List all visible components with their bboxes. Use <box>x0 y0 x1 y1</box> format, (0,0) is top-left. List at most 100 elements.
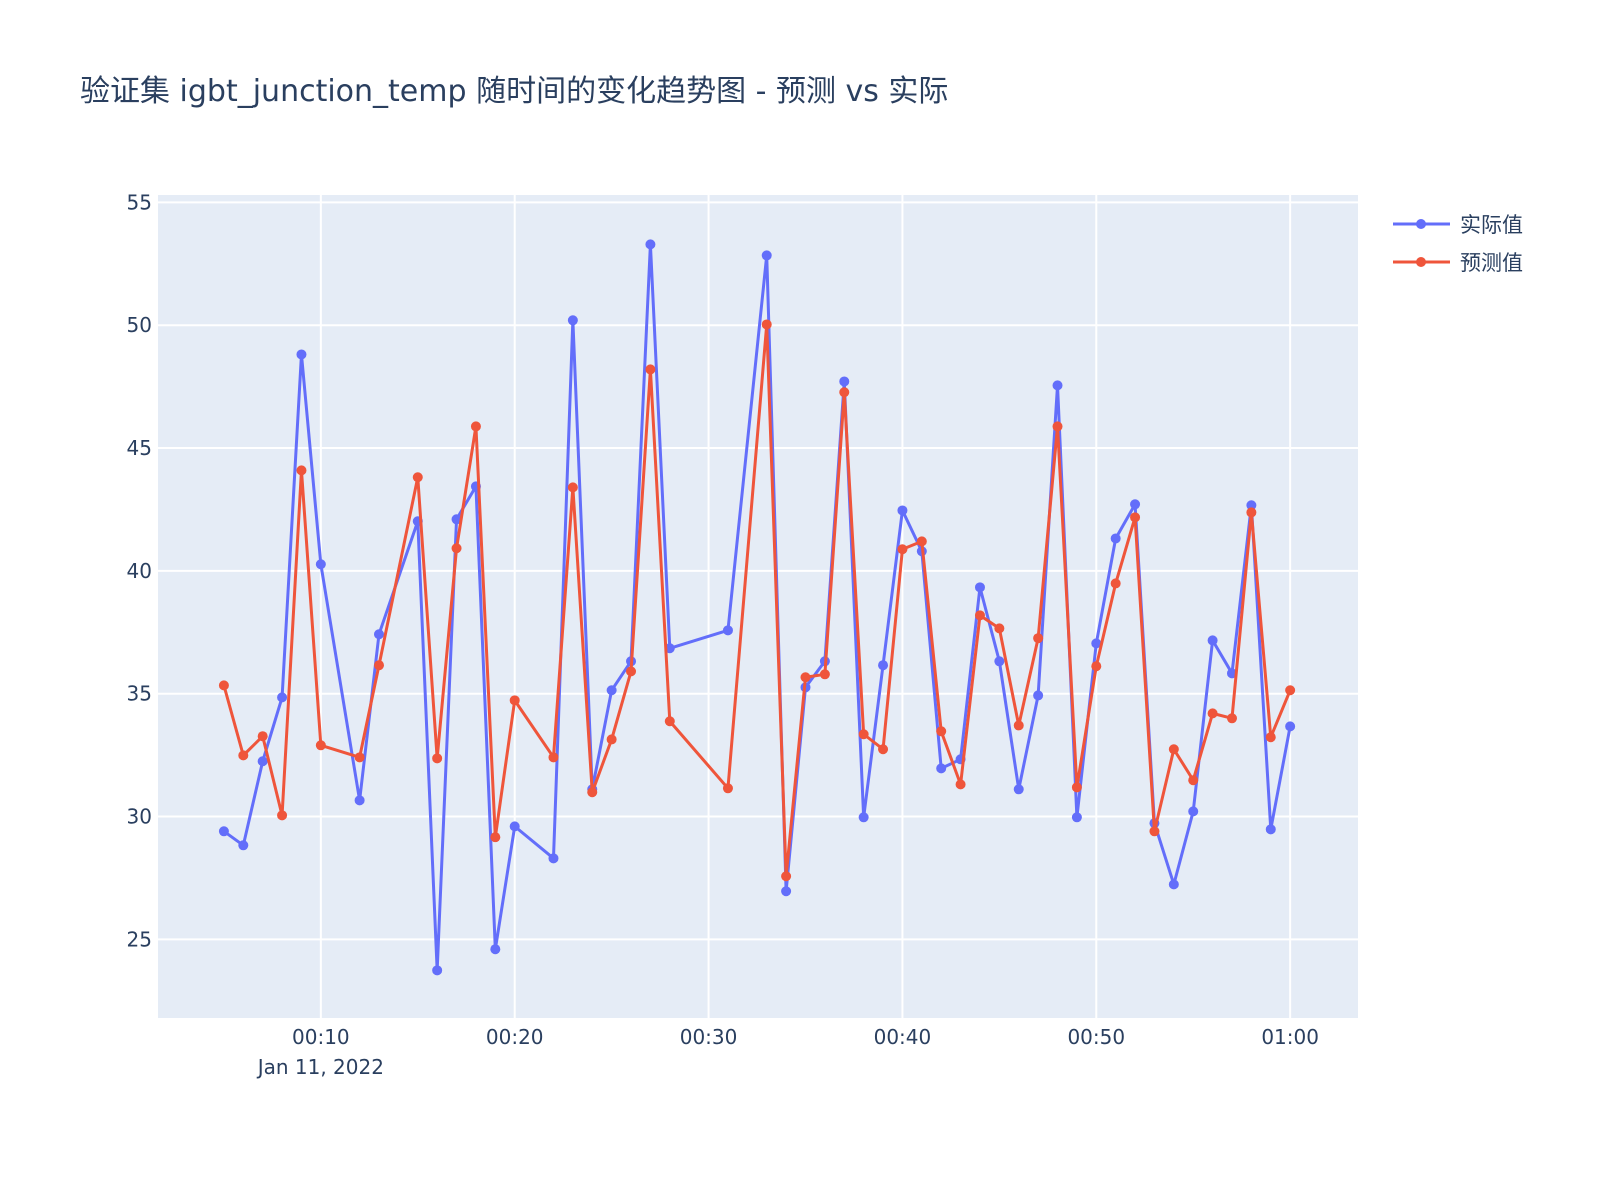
plot-area <box>158 195 1358 1018</box>
data-point <box>1013 720 1024 731</box>
data-point <box>509 821 520 832</box>
data-point <box>277 810 288 821</box>
data-point <box>897 544 908 555</box>
data-point <box>587 787 598 798</box>
data-point <box>1091 661 1102 672</box>
data-point <box>296 465 307 476</box>
data-point <box>257 731 268 742</box>
data-point <box>916 536 927 547</box>
data-point <box>354 752 365 763</box>
data-point <box>1071 812 1082 823</box>
data-point <box>974 610 985 621</box>
chart-title: 验证集 igbt_junction_temp 随时间的变化趋势图 - 预测 vs… <box>80 74 949 109</box>
data-point <box>645 239 656 250</box>
data-point <box>1033 690 1044 701</box>
y-tick-label: 45 <box>127 436 152 460</box>
data-point <box>974 582 985 593</box>
data-point <box>1207 708 1218 719</box>
data-point <box>781 886 792 897</box>
data-point <box>1188 775 1199 786</box>
data-point <box>1265 732 1276 743</box>
x-tick-label: 00:10 <box>292 1025 350 1049</box>
data-point <box>257 756 268 767</box>
x-tick-label: 00:40 <box>874 1025 932 1049</box>
data-point <box>994 656 1005 667</box>
data-point <box>839 376 850 387</box>
data-point <box>374 660 385 671</box>
legend-label: 实际值 <box>1460 213 1523 237</box>
data-point <box>315 559 326 570</box>
x-tick-label: 01:00 <box>1261 1025 1319 1049</box>
data-point <box>277 692 288 703</box>
data-point <box>218 680 229 691</box>
data-point <box>354 795 365 806</box>
x-tick-label: 00:50 <box>1067 1025 1125 1049</box>
data-point <box>1285 721 1296 732</box>
data-point <box>897 505 908 516</box>
data-point <box>567 482 578 493</box>
legend-item: 实际值 <box>1393 213 1523 237</box>
y-tick-label: 30 <box>127 805 152 829</box>
data-point <box>1091 638 1102 649</box>
data-point <box>509 695 520 706</box>
data-point <box>451 543 462 554</box>
legend-label: 预测值 <box>1460 251 1523 275</box>
data-point <box>315 740 326 751</box>
data-point <box>1110 578 1121 589</box>
data-point <box>490 944 501 955</box>
data-point <box>722 783 733 794</box>
data-point <box>1226 713 1237 724</box>
data-point <box>296 349 307 360</box>
data-point <box>606 685 617 696</box>
data-point <box>548 752 559 763</box>
data-point <box>664 716 675 727</box>
data-point <box>374 629 385 640</box>
data-point <box>626 666 637 677</box>
data-point <box>761 319 772 330</box>
x-tick-label: 00:20 <box>486 1025 544 1049</box>
data-point <box>1130 512 1141 523</box>
data-point <box>238 840 249 851</box>
y-tick-label: 35 <box>127 682 152 706</box>
data-point <box>878 660 889 671</box>
data-point <box>548 853 559 864</box>
data-point <box>432 965 443 976</box>
data-point <box>490 832 501 843</box>
data-point <box>645 364 656 375</box>
y-tick-label: 40 <box>127 559 152 583</box>
data-point <box>412 472 423 483</box>
data-point <box>1207 635 1218 646</box>
data-point <box>936 726 947 737</box>
data-point <box>1013 784 1024 795</box>
data-point <box>781 871 792 882</box>
series-line <box>222 322 1292 878</box>
data-point <box>1265 824 1276 835</box>
y-tick-label: 55 <box>127 190 152 214</box>
data-point <box>432 753 443 764</box>
data-point <box>606 734 617 745</box>
data-point <box>994 623 1005 634</box>
data-point <box>1246 500 1257 511</box>
data-point <box>1168 744 1179 755</box>
data-point <box>839 387 850 398</box>
data-point <box>1071 782 1082 793</box>
data-point <box>218 826 229 837</box>
data-point <box>567 315 578 326</box>
data-point <box>238 750 249 761</box>
x-date-label: Jan 11, 2022 <box>256 1055 384 1079</box>
data-point <box>1188 806 1199 817</box>
y-tick-label: 50 <box>127 313 152 337</box>
data-point <box>1130 499 1141 510</box>
series-predicted <box>218 319 1296 882</box>
data-point <box>858 812 869 823</box>
data-point <box>470 421 481 432</box>
x-tick-label: 00:30 <box>680 1025 738 1049</box>
data-point <box>1052 421 1063 432</box>
data-point <box>1285 685 1296 696</box>
data-point <box>878 744 889 755</box>
data-point <box>800 672 811 683</box>
data-point <box>722 625 733 636</box>
data-point <box>1110 533 1121 544</box>
data-point <box>858 729 869 740</box>
